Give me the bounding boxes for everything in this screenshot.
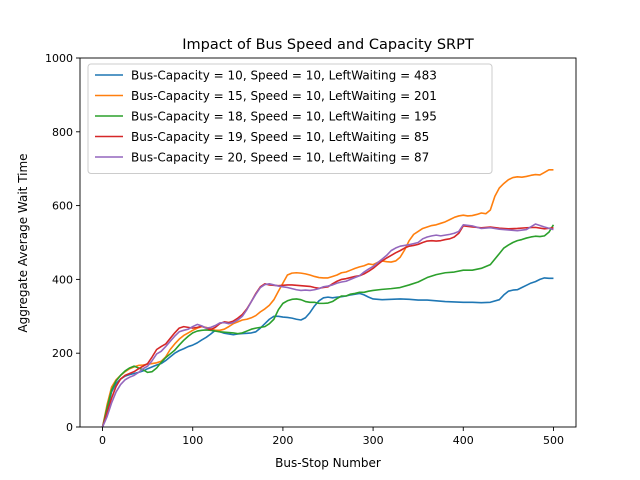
legend-label-5: Bus-Capacity = 20, Speed = 10, LeftWaiti… bbox=[131, 151, 429, 165]
legend-label-2: Bus-Capacity = 15, Speed = 10, LeftWaiti… bbox=[131, 89, 437, 103]
y-tick-label: 600 bbox=[52, 200, 73, 213]
legend-label-3: Bus-Capacity = 18, Speed = 10, LeftWaiti… bbox=[131, 110, 437, 124]
series-line-3 bbox=[101, 224, 555, 427]
legend: Bus-Capacity = 10, Speed = 10, LeftWaiti… bbox=[87, 63, 493, 174]
y-tick-label: 800 bbox=[52, 126, 73, 139]
axes-frame bbox=[79, 57, 577, 428]
y-tick-label: 1000 bbox=[45, 52, 73, 65]
legend-box bbox=[87, 63, 493, 174]
legend-label-1: Bus-Capacity = 10, Speed = 10, LeftWaiti… bbox=[131, 69, 437, 83]
y-tick-label: 200 bbox=[52, 347, 73, 360]
series-line-2 bbox=[101, 169, 554, 427]
y-tick-label: 0 bbox=[66, 421, 73, 434]
plot-area bbox=[101, 169, 555, 427]
axes: 0 100 200 300 400 500 0 200 400 600 800 1000 bbox=[45, 52, 577, 447]
y-tick-label: 400 bbox=[52, 273, 73, 286]
x-tick-label: 400 bbox=[453, 434, 474, 447]
x-tick-label: 0 bbox=[99, 434, 106, 447]
chart-title: Impact of Bus Speed and Capacity SRPT bbox=[182, 37, 474, 53]
series-line-4 bbox=[101, 225, 554, 427]
x-tick-label: 100 bbox=[182, 434, 203, 447]
x-tick-label: 500 bbox=[543, 434, 564, 447]
x-tick-label: 200 bbox=[272, 434, 293, 447]
series-line-1 bbox=[101, 277, 554, 427]
x-axis-label: Bus-Stop Number bbox=[275, 456, 381, 470]
y-axis-label: Aggregate Average Wait Time bbox=[16, 153, 30, 332]
series-line-5 bbox=[101, 223, 554, 427]
x-tick-label: 300 bbox=[363, 434, 384, 447]
legend-label-4: Bus-Capacity = 19, Speed = 10, LeftWaiti… bbox=[131, 130, 429, 144]
